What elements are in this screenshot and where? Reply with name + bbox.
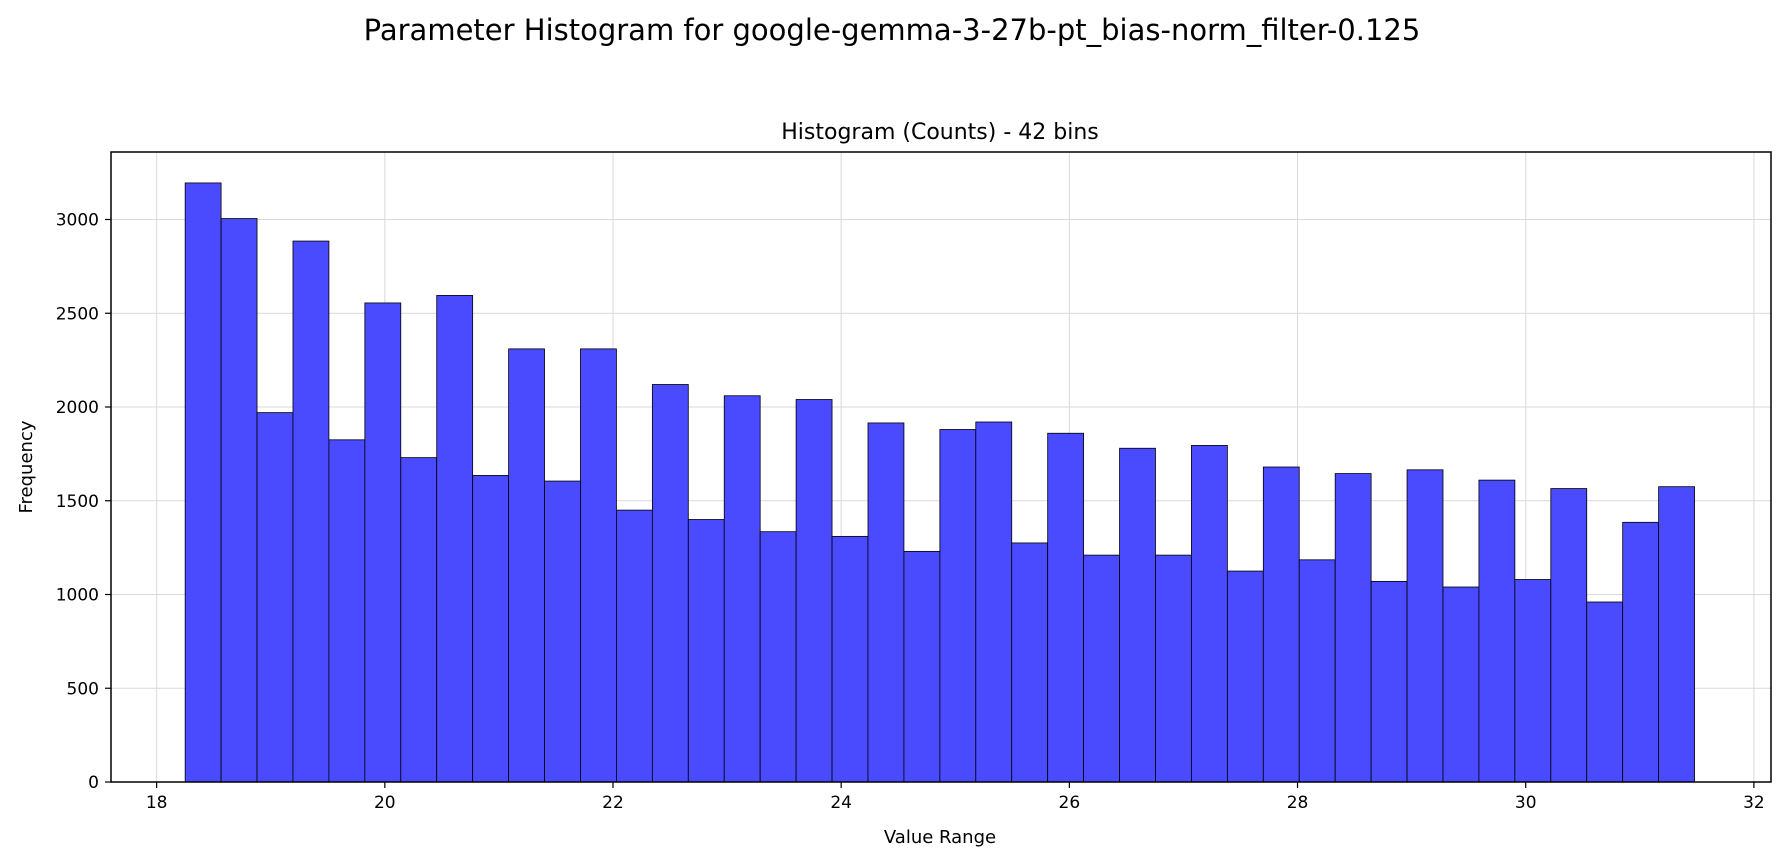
histogram-bar	[1622, 521, 1660, 783]
histogram-bar	[400, 457, 438, 783]
histogram-bar	[472, 475, 510, 783]
y-tick-label: 0	[88, 773, 99, 793]
histogram-bar	[867, 422, 905, 783]
y-axis-label: Frequency	[16, 420, 37, 513]
histogram-bar	[651, 384, 689, 783]
histogram-bar	[1586, 601, 1624, 783]
histogram-bar	[544, 480, 581, 783]
histogram-bar	[436, 295, 474, 783]
histogram-bar	[1370, 580, 1408, 783]
histogram-bar	[1514, 579, 1552, 783]
histogram-bar	[1119, 447, 1156, 783]
histogram-bar	[1011, 542, 1049, 783]
histogram-bar	[1406, 469, 1444, 783]
y-tick-label: 1000	[56, 586, 99, 606]
histogram-bar	[1083, 554, 1120, 783]
histogram-bar	[184, 182, 222, 783]
histogram-bar	[1226, 570, 1264, 783]
x-tick-label: 30	[1515, 793, 1537, 813]
histogram-bar	[508, 348, 545, 783]
y-tick-label: 2500	[56, 304, 99, 324]
histogram-bar	[328, 439, 366, 783]
histogram-bar	[975, 421, 1013, 783]
y-tick-label: 3000	[56, 211, 99, 231]
y-tick-label: 1500	[56, 492, 99, 512]
histogram-bar	[1155, 554, 1192, 783]
histogram-bar	[1658, 486, 1695, 783]
x-tick-label: 28	[1287, 793, 1309, 813]
y-tick-label: 2000	[56, 398, 99, 418]
histogram-bar	[364, 302, 402, 783]
histogram-bar	[256, 412, 294, 783]
x-axis-label: Value Range	[884, 827, 996, 848]
histogram-bar	[939, 429, 977, 783]
histogram-bar	[1262, 466, 1300, 783]
histogram-bar	[1334, 473, 1372, 783]
y-tick-label: 500	[67, 679, 99, 699]
histogram-bar	[903, 550, 941, 783]
x-tick-label: 26	[1059, 793, 1081, 813]
histogram-bar	[292, 240, 330, 783]
histogram-bar	[1298, 559, 1336, 783]
x-tick-label: 24	[830, 793, 852, 813]
histogram-bar	[723, 395, 761, 783]
x-tick-label: 32	[1743, 793, 1765, 813]
histogram-bars	[184, 182, 1695, 783]
histogram-bar	[1191, 445, 1228, 783]
chart-title: Histogram (Counts) - 42 bins	[781, 120, 1098, 145]
histogram-bar	[580, 348, 617, 783]
histogram-bar	[795, 399, 833, 783]
histogram-bar	[220, 218, 258, 783]
x-tick-label: 20	[374, 793, 396, 813]
histogram-bar	[616, 509, 653, 783]
x-tick-label: 18	[146, 793, 168, 813]
histogram-bar	[687, 519, 725, 783]
histogram-bar	[831, 535, 869, 783]
x-axis-ticks: 18 20 22 24 26 28 30 32	[146, 782, 1765, 813]
histogram-bar	[1442, 586, 1480, 783]
histogram-bar	[759, 531, 797, 783]
histogram-bar	[1047, 432, 1085, 783]
histogram-bar	[1478, 479, 1516, 783]
plot-frame	[110, 151, 1772, 783]
figure-suptitle: Parameter Histogram for google-gemma-3-2…	[364, 13, 1421, 47]
histogram-bar	[1550, 488, 1588, 783]
y-axis-ticks: 0 500 1000 1500 2000 2500 3000	[56, 211, 111, 793]
x-tick-label: 22	[602, 793, 624, 813]
